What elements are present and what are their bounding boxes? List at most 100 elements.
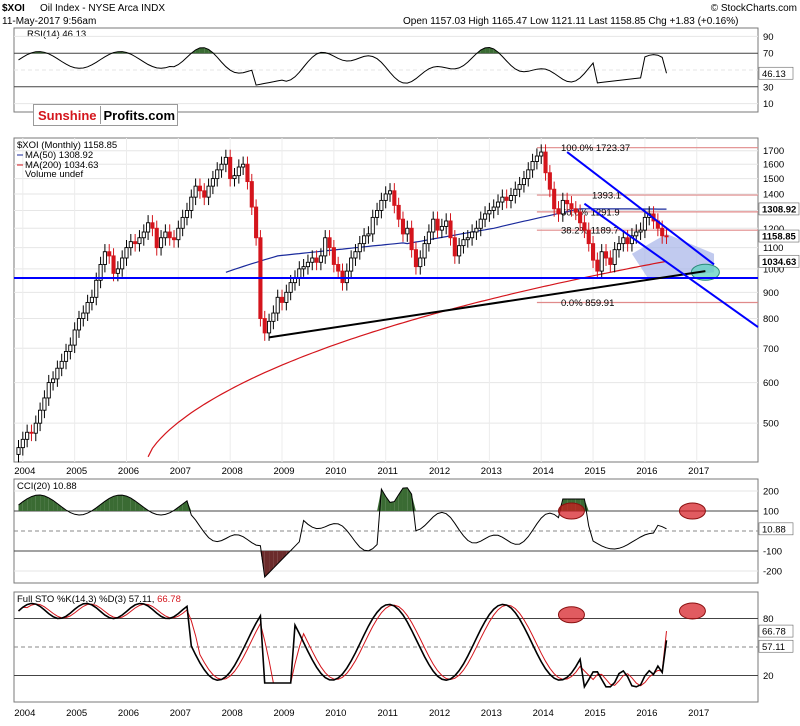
price-tick-label: 800 bbox=[763, 314, 779, 325]
sto-d-label: 66.78 bbox=[762, 627, 786, 638]
cci-positive-fill bbox=[122, 495, 126, 511]
candle-body bbox=[129, 242, 132, 248]
candle-body bbox=[332, 248, 335, 265]
candle-body bbox=[95, 280, 98, 297]
candle-body bbox=[665, 236, 668, 237]
year-label-top: 2015 bbox=[584, 466, 605, 477]
year-label-top: 2014 bbox=[533, 466, 554, 477]
candle-body bbox=[436, 219, 439, 230]
candle-body bbox=[579, 212, 582, 223]
cci-signal-marker bbox=[558, 503, 584, 519]
year-label-top: 2007 bbox=[170, 466, 191, 477]
sto-tick-label: 80 bbox=[763, 614, 774, 625]
candle-body bbox=[272, 313, 275, 321]
candle-body bbox=[34, 423, 37, 433]
candle-body bbox=[622, 238, 625, 244]
candle-body bbox=[492, 207, 495, 210]
candle-body bbox=[151, 223, 154, 228]
year-label-bottom: 2010 bbox=[325, 708, 346, 719]
candle-body bbox=[345, 271, 348, 283]
candle-body bbox=[341, 271, 344, 283]
candle-body bbox=[280, 297, 283, 302]
year-label-top: 2010 bbox=[325, 466, 346, 477]
price-panel: 1700160015001400130012001100100090080070… bbox=[14, 138, 799, 462]
candle-body bbox=[557, 209, 560, 214]
sunshine-profits-logo: Sunshine Profits.com bbox=[33, 104, 178, 126]
candle-body bbox=[77, 319, 80, 330]
candle-body bbox=[39, 410, 42, 423]
candle-body bbox=[570, 204, 573, 209]
year-label-top: 2016 bbox=[636, 466, 657, 477]
candle-body bbox=[661, 228, 664, 236]
candle-body bbox=[220, 164, 223, 170]
candle-body bbox=[363, 236, 366, 244]
candle-body bbox=[177, 228, 180, 239]
candle-body bbox=[583, 223, 586, 230]
cci-tick-label: -100 bbox=[763, 547, 782, 558]
cci-positive-fill bbox=[40, 495, 44, 511]
candle-body bbox=[410, 228, 413, 249]
candle-body bbox=[17, 448, 20, 455]
sto-k-label: 57.11 bbox=[762, 642, 785, 653]
candle-body bbox=[324, 238, 327, 256]
year-label-top: 2017 bbox=[688, 466, 709, 477]
last-price-tag-text: 1158.85 bbox=[762, 232, 797, 243]
candle-body bbox=[479, 219, 482, 228]
candle-body bbox=[185, 210, 188, 217]
candle-body bbox=[86, 302, 89, 313]
year-label-bottom: 2016 bbox=[636, 708, 657, 719]
candle-body bbox=[596, 260, 599, 271]
symbol-text: $XOI bbox=[2, 3, 25, 14]
year-label-top: 2005 bbox=[66, 466, 87, 477]
candle-body bbox=[466, 238, 469, 240]
rsi-overbought-fill bbox=[200, 48, 204, 53]
candle-body bbox=[639, 230, 642, 232]
candle-body bbox=[488, 210, 491, 213]
fib-label: 100.0% 1723.37 bbox=[561, 143, 630, 154]
candle-body bbox=[190, 197, 193, 210]
candle-body bbox=[172, 238, 175, 240]
candle-body bbox=[194, 186, 197, 197]
candle-body bbox=[250, 182, 253, 207]
candle-body bbox=[423, 244, 426, 258]
candle-body bbox=[103, 252, 106, 265]
cci-positive-fill bbox=[31, 495, 35, 511]
candle-body bbox=[548, 173, 551, 189]
candle-body bbox=[302, 267, 305, 269]
logo-part-sunshine: Sunshine bbox=[34, 108, 100, 123]
candle-body bbox=[47, 383, 50, 398]
candle-body bbox=[432, 219, 435, 232]
year-label-bottom: 2015 bbox=[584, 708, 605, 719]
candle-body bbox=[21, 439, 24, 447]
candle-body bbox=[483, 214, 486, 219]
index-name: Oil Index - NYSE Arca INDX bbox=[40, 3, 165, 14]
year-label-bottom: 2007 bbox=[170, 708, 191, 719]
candle-body bbox=[591, 244, 594, 260]
cci-title: CCI(20) 10.88 bbox=[17, 481, 77, 492]
candle-body bbox=[587, 230, 590, 243]
candle-body bbox=[56, 368, 59, 379]
candle-body bbox=[475, 228, 478, 232]
candle-body bbox=[108, 252, 111, 256]
copyright-text: © StockCharts.com bbox=[711, 3, 797, 14]
rsi-tick-label: 30 bbox=[763, 82, 774, 93]
candle-body bbox=[285, 292, 288, 302]
candle-body bbox=[449, 221, 452, 238]
year-label-top: 2012 bbox=[429, 466, 450, 477]
candle-body bbox=[82, 313, 85, 318]
candle-body bbox=[453, 238, 456, 256]
candle-body bbox=[471, 232, 474, 238]
candle-body bbox=[427, 232, 430, 244]
price-tick-label: 700 bbox=[763, 344, 779, 355]
candle-body bbox=[125, 248, 128, 258]
candle-body bbox=[276, 297, 279, 313]
sto-signal-marker bbox=[558, 607, 584, 623]
candle-body bbox=[380, 200, 383, 210]
fib-label: 1393.1 bbox=[592, 191, 621, 202]
sto-title: Full STO %K(14,3) %D(3) 57.11, 66.78 bbox=[17, 594, 181, 605]
cci-tick-label: 200 bbox=[763, 487, 779, 498]
candle-body bbox=[643, 217, 646, 230]
candle-body bbox=[237, 167, 240, 176]
sto-signal-marker bbox=[679, 603, 705, 619]
candle-body bbox=[358, 244, 361, 252]
